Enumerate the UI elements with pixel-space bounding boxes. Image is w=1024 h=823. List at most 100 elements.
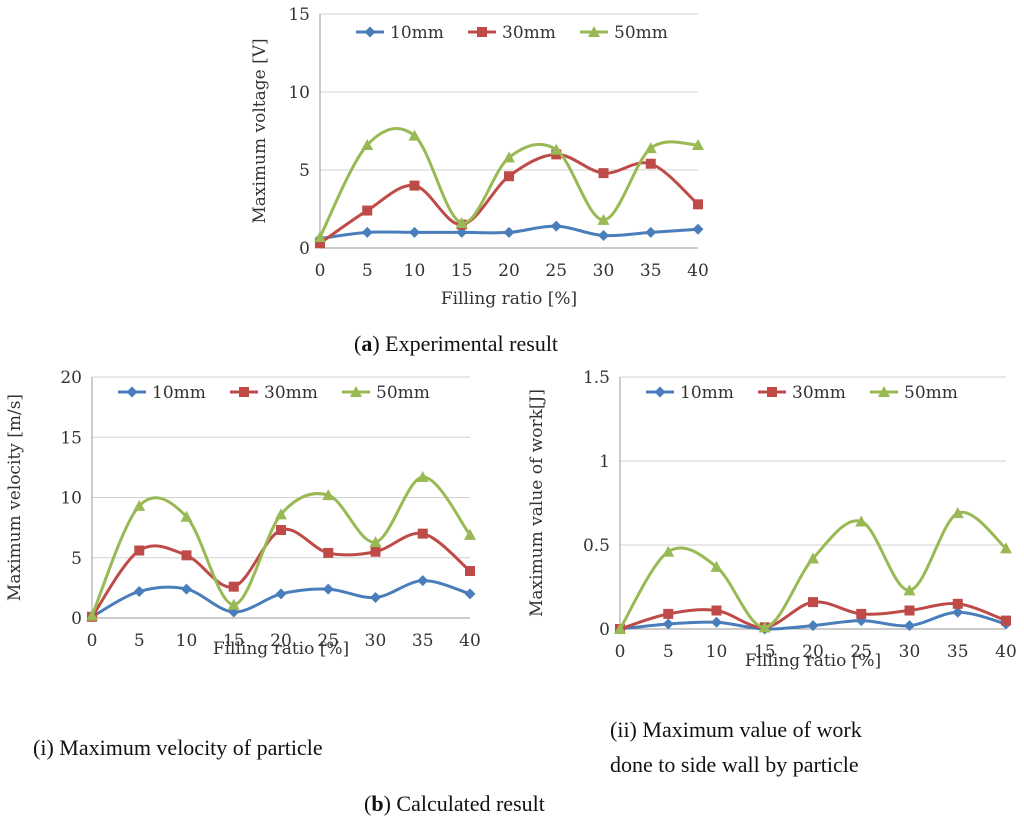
caption-b-text: ) Calculated result [383,791,545,816]
x-tick-label: 15 [451,261,473,281]
data-point [361,226,373,238]
data-point [904,605,915,616]
data-point [322,489,335,501]
y-tick-label: 0 [71,609,82,629]
x-tick-label: 5 [362,261,373,281]
x-tick-label: 30 [899,642,921,662]
data-point [455,217,468,229]
caption-b-ii-line2: done to side wall by particle [610,752,859,777]
x-tick-label: 35 [640,261,662,281]
data-point [133,585,145,597]
y-tick-label: 15 [288,5,310,25]
caption-b-ii-line1: (ii) Maximum value of work [610,717,862,742]
x-tick-label: 30 [365,631,387,651]
data-point [417,575,429,587]
x-tick-label: 30 [593,261,615,281]
legend-marker [767,387,777,397]
data-point [951,507,964,519]
data-point [322,583,334,595]
series-line [90,475,472,617]
data-point [181,583,192,595]
x-tick-label: 10 [404,261,426,281]
data-point [758,621,771,633]
x-tick-label: 40 [459,631,481,651]
x-tick-label: 10 [706,642,728,662]
y-tick-label: 0.5 [583,536,610,556]
legend-marker [239,387,249,397]
y-axis-label: Maximum value of work[J] [527,389,547,617]
x-axis-label: Filling ratio [%] [213,639,349,659]
series-10mm: 10mm [614,383,1012,635]
data-point [693,199,703,210]
data-point [503,151,515,163]
data-point [903,584,916,596]
legend-label: 10mm [680,383,734,403]
chart-b-ii: 0 0.5 1 1.5 0 5 10 15 20 25 30 35 40 Filling ratio [%… [527,368,1017,671]
caption-b-i: (i) Maximum velocity of particle [33,735,323,760]
data-point [662,545,675,557]
data-point [275,508,287,520]
data-point [134,545,145,556]
legend-marker [350,386,362,397]
legend-marker [477,27,487,37]
series-50mm: 50mm [614,383,1012,634]
data-point [133,499,146,511]
x-tick-label: 20 [802,642,824,662]
data-point [663,608,674,619]
legend-label: 30mm [502,23,556,43]
series-line [318,126,699,238]
series-30mm: 30mm [615,383,1011,634]
series-10mm: 10mm [314,23,704,245]
data-point [645,226,657,238]
data-point [417,528,428,539]
data-point [550,220,562,232]
data-point [275,588,287,600]
y-tick-label: 1.5 [583,368,610,388]
data-point [855,515,868,527]
y-tick-label: 20 [60,368,82,388]
y-tick-label: 15 [60,428,82,448]
data-point [409,180,420,191]
legend-marker [654,386,666,398]
chart-b-i: 0 5 10 15 20 0 5 10 15 20 25 30 35 40 Filling ratio [%… [5,368,481,659]
data-point [181,550,192,561]
x-axis-label: Filling ratio [%] [441,289,577,309]
x-tick-label: 15 [223,631,245,651]
data-point [362,205,373,216]
x-axis-label: Filling ratio [%] [745,651,881,671]
data-point [645,158,656,169]
caption-a: (a) Experimental result [354,331,559,356]
y-tick-label: 10 [288,83,310,103]
data-point [1000,542,1012,554]
data-point [904,620,915,632]
data-point [856,608,867,619]
data-point [952,598,963,609]
data-point [503,226,515,238]
data-point [369,536,382,548]
x-tick-label: 15 [754,642,776,662]
y-tick-label: 0 [299,239,310,259]
legend-label: 10mm [152,383,206,403]
data-point [370,592,381,604]
x-tick-label: 0 [315,261,326,281]
data-point [276,525,286,536]
series-10mm: 10mm [86,383,476,623]
x-tick-label: 20 [270,631,292,651]
data-point [361,139,374,151]
legend-label: 50mm [614,23,668,43]
data-point [464,588,476,600]
data-point [711,605,722,616]
data-point [323,547,334,558]
caption-b-label: b [371,791,384,816]
data-point [228,581,239,592]
data-point [692,139,704,151]
x-tick-label: 0 [87,631,98,651]
x-tick-label: 25 [850,642,872,662]
data-point [504,171,514,182]
data-point [456,226,468,238]
x-tick-label: 35 [412,631,434,651]
data-point [416,471,429,483]
legend-marker [364,26,376,38]
x-tick-label: 40 [995,642,1017,662]
x-tick-label: 25 [317,631,339,651]
